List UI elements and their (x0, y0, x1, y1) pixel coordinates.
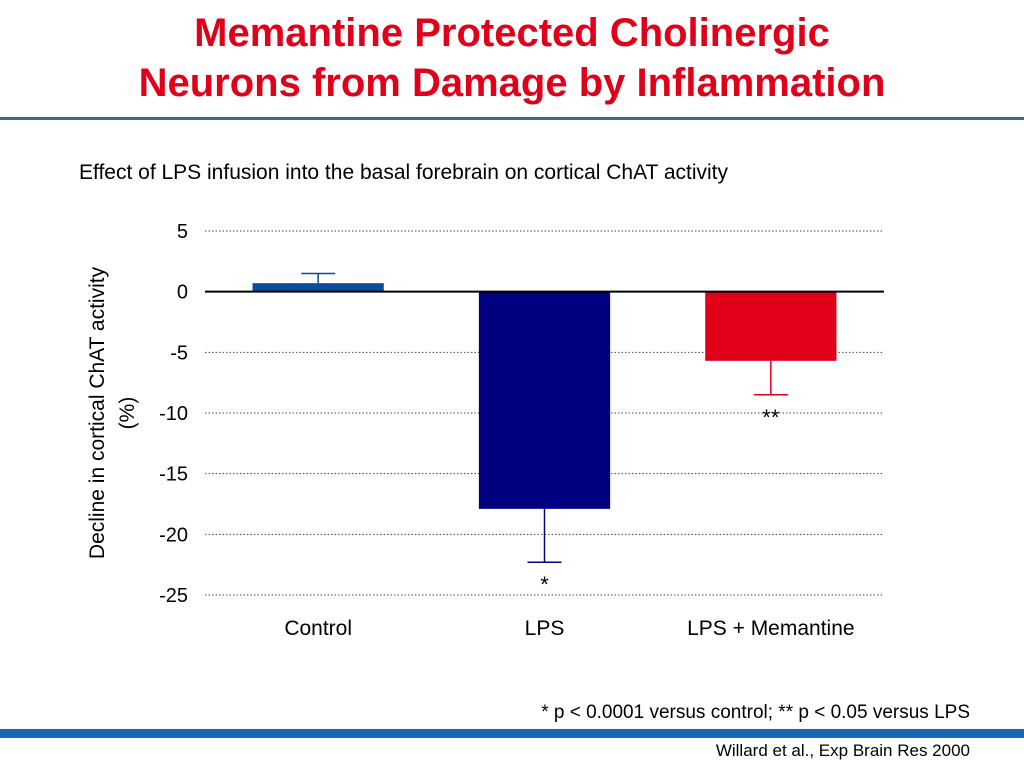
chart-title: Effect of LPS infusion into the basal fo… (79, 161, 729, 184)
bar-chart: 5 0 -5 -10 -15 -20 -25 Control * LPS ** LPS + Meman… (86, 221, 884, 640)
bar (478, 291, 611, 509)
labels: 5 0 -5 -10 -15 -20 -25 Control * LPS ** LPS + Meman… (86, 221, 855, 640)
significance-marker: ** (762, 405, 780, 430)
bar (252, 283, 384, 292)
slide-title-line-1: Memantine Protected Cholinergic (194, 11, 830, 55)
bars (252, 272, 837, 563)
y-axis-label: (%) (116, 397, 139, 430)
slide-title-line-2: Neurons from Damage by Inflammation (138, 61, 886, 105)
x-category-label: LPS + Memantine (687, 617, 855, 640)
significance-footnote: * p < 0.0001 versus control; ** p < 0.05… (541, 702, 970, 723)
y-tick-label: -10 (159, 403, 188, 425)
title-divider (0, 117, 1024, 120)
y-tick-label: -15 (159, 464, 188, 486)
x-category-label: LPS (525, 617, 565, 640)
y-tick-label: -5 (170, 342, 188, 364)
citation: Willard et al., Exp Brain Res 2000 (715, 741, 970, 760)
y-tick-label: -25 (159, 585, 188, 607)
x-category-label: Control (284, 617, 352, 640)
footer-divider (0, 729, 1024, 738)
y-tick-label: -20 (159, 524, 188, 546)
y-tick-label: 5 (177, 221, 188, 243)
y-tick-label: 0 (177, 282, 188, 304)
slide-title: Memantine Protected Cholinergic Neurons … (0, 8, 1024, 108)
significance-marker: * (540, 572, 549, 597)
y-axis-label: Decline in cortical ChAT activity (86, 266, 109, 559)
bar (705, 291, 837, 361)
